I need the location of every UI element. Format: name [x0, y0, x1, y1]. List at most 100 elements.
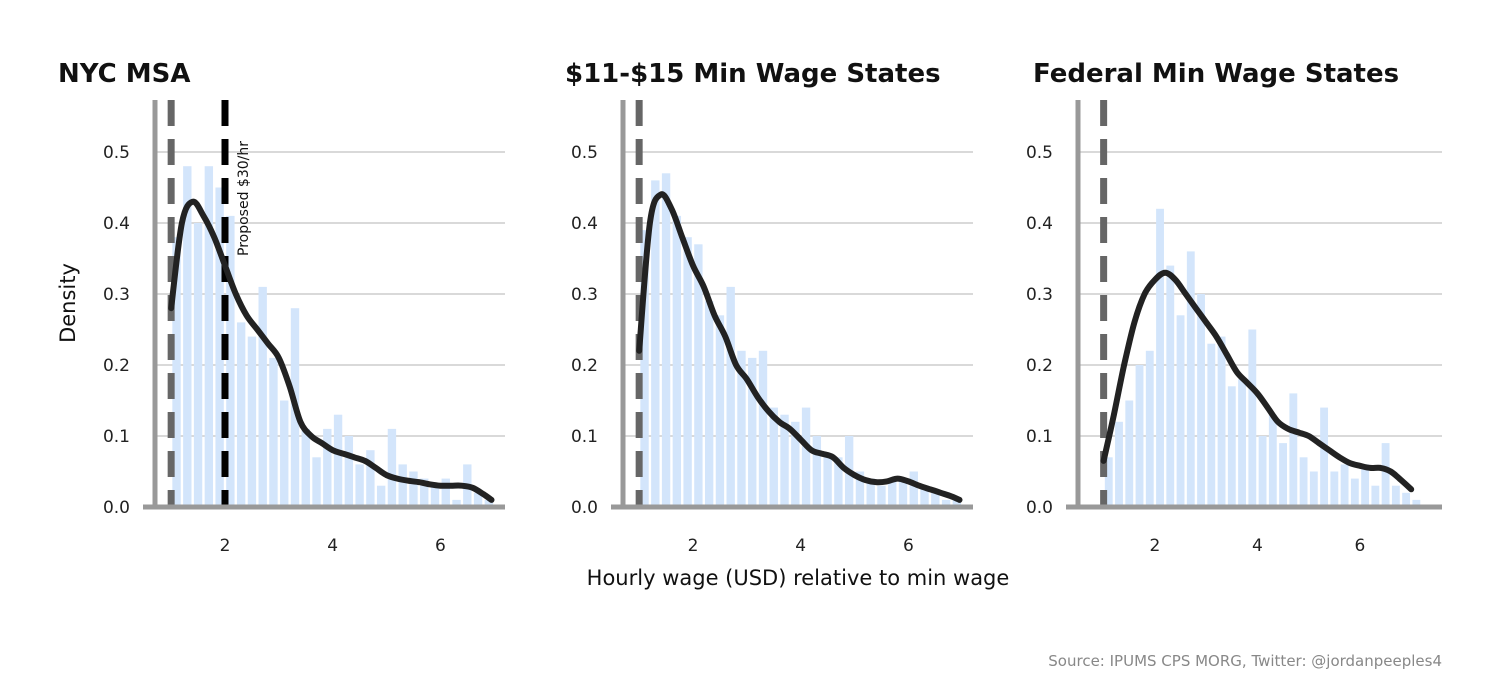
histogram-bar [640, 230, 649, 507]
histogram-bar [651, 180, 660, 507]
histogram-bar [1299, 457, 1308, 507]
histogram-bar [452, 499, 461, 507]
histogram-bar [1227, 386, 1236, 507]
histogram-bar [661, 173, 671, 508]
histogram-bar [1104, 457, 1113, 507]
histogram-bar [834, 457, 843, 507]
proposed-label: Proposed $30/hr [236, 141, 252, 256]
y-axis-label: Density [56, 263, 80, 343]
y-tick-label: 0.3 [103, 285, 130, 305]
density-curve [168, 198, 495, 503]
histogram-bar [941, 499, 951, 507]
histogram-bar [1309, 471, 1318, 507]
histogram-bar [1279, 443, 1287, 507]
histogram-bar [269, 357, 278, 507]
x-tick-label: 2 [688, 536, 699, 556]
histogram-bar [1217, 336, 1226, 507]
histogram-bar [484, 499, 494, 507]
y-tick-label: 0.1 [1026, 427, 1053, 447]
y-tick-label: 0.2 [1026, 356, 1053, 376]
histogram-bar [1135, 365, 1144, 507]
histogram-bar [344, 436, 354, 507]
y-tick-label: 0.5 [571, 143, 598, 163]
histogram-bar [333, 414, 343, 507]
histogram-bar [172, 237, 181, 507]
histogram-bar [704, 301, 714, 507]
chart-title: NYC MSA [58, 59, 191, 89]
y-tick-label: 0.4 [1026, 214, 1053, 234]
histogram-bar [780, 414, 789, 507]
histogram-bar [1176, 315, 1185, 507]
histogram-bar [1125, 400, 1134, 507]
histogram-bar [355, 464, 364, 507]
chart-title: Federal Min Wage States [1033, 59, 1399, 89]
histogram-bar [226, 215, 235, 507]
x-tick-label: 4 [1252, 536, 1263, 556]
chart-panel-2: $11-$15 Min Wage States 0.0 0.1 0.2 0.3 0.4 0.… [565, 59, 973, 556]
histogram-bar [758, 350, 768, 507]
histogram-bar [430, 485, 440, 507]
x-tick-label: 4 [795, 536, 806, 556]
histogram-bar [204, 166, 214, 507]
histogram-bar [193, 223, 203, 507]
histogram-bar [1320, 407, 1329, 507]
y-tick-label: 0.5 [103, 143, 130, 163]
histogram-bar [1381, 443, 1390, 507]
histogram-bar [1371, 485, 1380, 507]
x-tick-label: 4 [327, 536, 338, 556]
histogram-bar [1361, 464, 1370, 507]
x-tick-label: 6 [1355, 536, 1366, 556]
y-tick-label: 0.1 [571, 427, 598, 447]
histogram-bar [473, 492, 483, 507]
y-tick-label: 0.0 [103, 498, 130, 518]
histogram-bar [694, 244, 703, 508]
histogram-bar [1115, 421, 1123, 507]
histogram-bar [409, 471, 418, 507]
histogram-bar [323, 428, 332, 507]
histogram-bar [877, 485, 886, 507]
histogram-bar [312, 457, 321, 507]
histogram-bar [791, 421, 800, 507]
histogram-bar [1197, 294, 1205, 507]
x-tick-label: 2 [220, 536, 231, 556]
y-tick-label: 0.5 [1026, 143, 1053, 163]
histogram-bar [823, 457, 832, 507]
histogram-bar [1258, 436, 1267, 507]
histogram-bar [1166, 265, 1175, 507]
histogram-bar [920, 485, 929, 507]
histogram-bar [737, 350, 746, 507]
histogram-bar [931, 492, 940, 507]
histogram-bar [909, 471, 918, 507]
histogram-bar [726, 286, 735, 507]
density-curve [636, 191, 963, 503]
histogram-bar [1207, 343, 1216, 507]
histogram-bar [280, 400, 289, 507]
y-tick-label: 0.3 [571, 285, 598, 305]
histogram-bar [420, 478, 429, 507]
y-tick-label: 0.4 [571, 214, 598, 234]
histogram-bar [1402, 492, 1411, 507]
chart-title: $11-$15 Min Wage States [565, 59, 941, 89]
histogram-bar [672, 215, 682, 507]
chart-panel-3: Federal Min Wage States 0.0 0.1 0.2 0.3 0.4 0.… [1026, 59, 1442, 556]
y-tick-label: 0.2 [103, 356, 130, 376]
histogram-bar [236, 322, 246, 507]
y-tick-label: 0.2 [571, 356, 598, 376]
histogram-bar [215, 187, 224, 507]
y-tick-label: 0.3 [1026, 285, 1053, 305]
histogram-bar [398, 464, 407, 507]
histogram-bar [247, 336, 257, 507]
histogram-bar [1350, 478, 1359, 507]
histogram-bar [258, 286, 267, 507]
histogram-bar [1340, 464, 1349, 507]
histogram-bar [1391, 485, 1400, 507]
histogram-bar [812, 436, 822, 507]
histogram-bar [801, 407, 811, 507]
histogram-bar [855, 471, 865, 507]
y-tick-label: 0.1 [103, 427, 130, 447]
histogram-bar [1238, 379, 1246, 507]
x-axis-label: Hourly wage (USD) relative to min wage [587, 566, 1010, 590]
histogram-bar [1156, 208, 1164, 508]
chart-panel-1: NYC MSA 0.0 0.1 0.2 0.3 0.4 0.5 Proposed $30/hr… [58, 59, 505, 556]
